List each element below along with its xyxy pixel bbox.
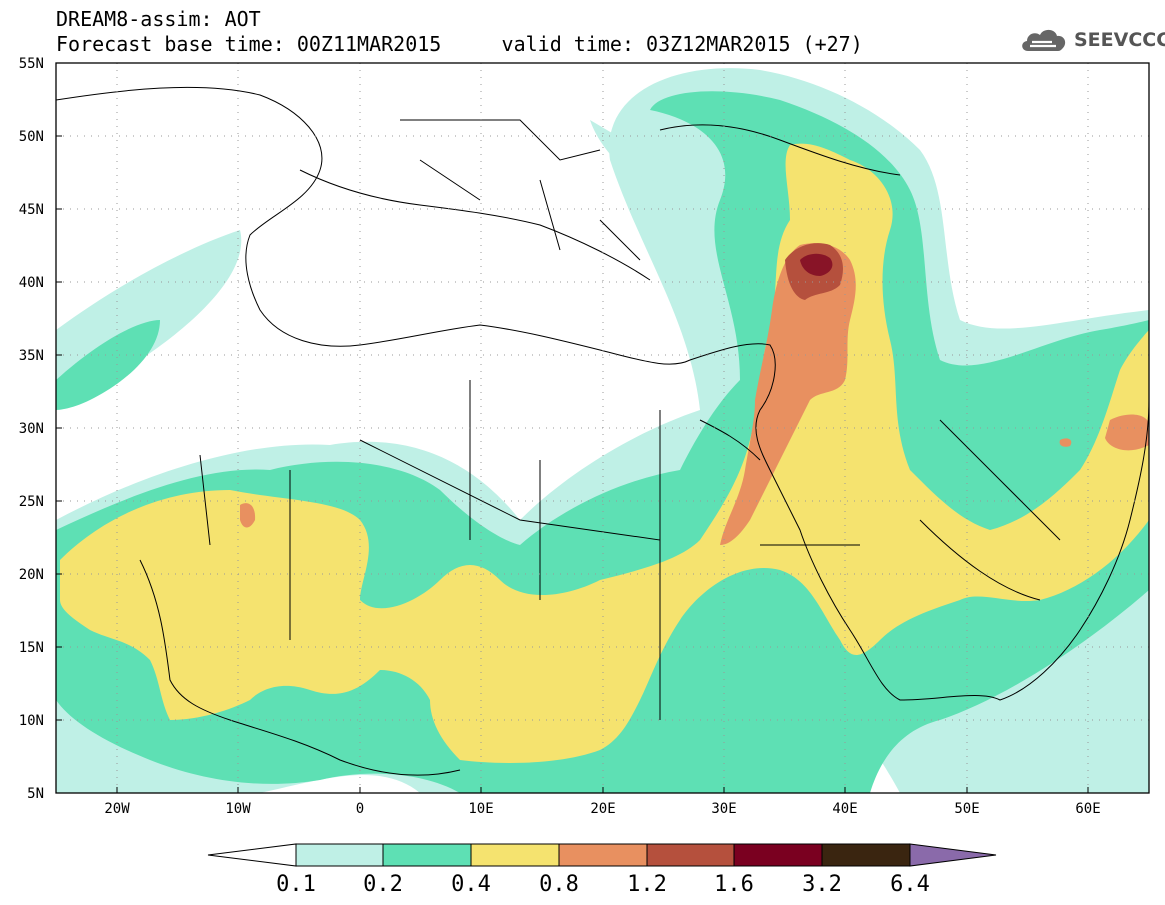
- coastlines: [56, 86, 1149, 776]
- cloud-logo-icon: [1022, 29, 1066, 51]
- lat-label: 15N: [19, 640, 44, 656]
- colorbar-label: 0.1: [276, 872, 316, 897]
- lon-label: 10E: [468, 801, 493, 817]
- plot-title: DREAM8-assim: AOT: [56, 7, 261, 31]
- colorbar-label: 0.8: [539, 872, 579, 897]
- colorbar-segment: [470, 843, 560, 867]
- seevccc-logo: SEEVCCC: [1018, 25, 1165, 55]
- colorbar-segment: [382, 843, 472, 867]
- colorbar-label: 0.4: [451, 872, 491, 897]
- lat-label: 55N: [19, 56, 44, 72]
- colorbar-segment: [558, 843, 648, 867]
- colorbar-label: 1.2: [627, 872, 667, 897]
- colorbar-label: 0.2: [363, 872, 403, 897]
- lat-label: 25N: [19, 494, 44, 510]
- lon-label: 20W: [104, 801, 130, 817]
- lon-label: 30E: [711, 801, 736, 817]
- colorbar: 0.1 0.2 0.4 0.8 1.2 1.6 3.2 6.4: [207, 843, 997, 897]
- aot-level-1.6: [800, 253, 833, 276]
- colorbar-segment: [207, 843, 297, 867]
- lat-label: 20N: [19, 567, 44, 583]
- colorbar-segment: [295, 843, 384, 867]
- aot-field: [56, 68, 1149, 793]
- latitude-labels: 55N 50N 45N 40N 35N 30N 25N 20N 15N 10N …: [19, 56, 44, 802]
- colorbar-segment: [821, 843, 911, 867]
- lat-label: 45N: [19, 202, 44, 218]
- lat-label: 50N: [19, 129, 44, 145]
- colorbar-label: 3.2: [802, 872, 842, 897]
- lat-label: 30N: [19, 421, 44, 437]
- lon-label: 40E: [832, 801, 857, 817]
- lat-label: 35N: [19, 348, 44, 364]
- graticule: [56, 63, 1149, 793]
- colorbar-segment: [646, 843, 735, 867]
- colorbar-label: 6.4: [890, 872, 930, 897]
- lon-label: 10W: [225, 801, 251, 817]
- lon-label: 0: [356, 801, 364, 817]
- aot-level-0.8: [240, 243, 1149, 545]
- base-time: Forecast base time: 00Z11MAR2015: [56, 32, 442, 56]
- aot-level-0.4: [60, 143, 1149, 763]
- lat-label: 5N: [27, 786, 44, 802]
- valid-time: valid time: 03Z12MAR2015 (+27): [501, 32, 863, 56]
- longitude-labels: 20W 10W 0 10E 20E 30E 40E 50E 60E: [104, 801, 1100, 817]
- lon-label: 20E: [590, 801, 615, 817]
- forecast-time-line: Forecast base time: 00Z11MAR2015 valid t…: [56, 33, 863, 55]
- colorbar-label: 1.6: [714, 872, 754, 897]
- lat-label: 10N: [19, 713, 44, 729]
- colorbar-segment: [909, 843, 997, 867]
- colorbar-segment: [733, 843, 823, 867]
- lon-label: 50E: [954, 801, 979, 817]
- logo-text: SEEVCCC: [1074, 29, 1165, 51]
- lon-label: 60E: [1075, 801, 1100, 817]
- lat-label: 40N: [19, 275, 44, 291]
- axis-ticks: [56, 135, 1089, 793]
